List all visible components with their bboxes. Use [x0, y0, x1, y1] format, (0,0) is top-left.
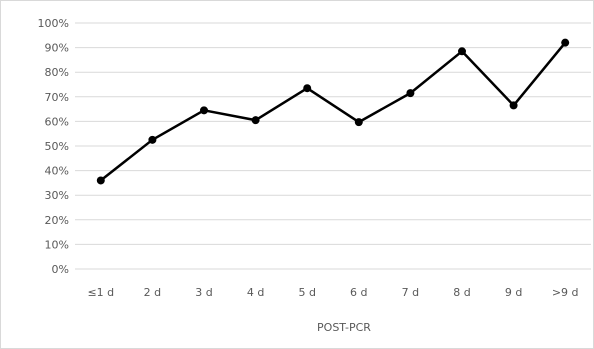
y-tick-label: 70%: [45, 91, 69, 104]
data-point: [458, 47, 466, 56]
x-axis-title: POST-PCR: [317, 321, 371, 334]
data-point: [251, 116, 260, 125]
series-layer: [96, 38, 570, 185]
data-point: [509, 101, 518, 110]
x-tick-label: 2 d: [144, 286, 161, 299]
data-point: [354, 118, 363, 127]
x-tick-label: 4 d: [247, 286, 264, 299]
data-point: [561, 38, 570, 47]
y-tick-label: 60%: [45, 115, 69, 128]
y-axis-ticks: 0% 10% 20% 30% 40% 50% 60% 70% 80% 90% 100%: [38, 17, 69, 276]
data-point: [303, 84, 312, 93]
x-tick-label: 7 d: [402, 286, 419, 299]
y-tick-label: 80%: [45, 66, 69, 79]
x-tick-label: ≤1 d: [87, 286, 114, 299]
data-point: [406, 89, 415, 98]
y-tick-label: 40%: [45, 165, 69, 178]
x-tick-label: 6 d: [350, 286, 367, 299]
y-tick-label: 90%: [45, 42, 69, 55]
x-tick-label: 3 d: [195, 286, 212, 299]
y-tick-label: 30%: [45, 189, 69, 202]
data-point: [148, 135, 157, 144]
x-tick-label: 8 d: [453, 286, 470, 299]
x-tick-label: >9 d: [552, 286, 579, 299]
x-tick-label: 9 d: [505, 286, 522, 299]
x-axis-ticks: ≤1 d 2 d 3 d 4 d 5 d 6 d 7 d 8 d 9 d >9 d: [87, 286, 578, 299]
data-point: [96, 176, 105, 185]
y-tick-label: 0%: [52, 263, 69, 276]
y-tick-label: 20%: [45, 214, 69, 227]
x-tick-label: 5 d: [298, 286, 315, 299]
y-tick-label: 50%: [45, 140, 69, 153]
gridlines: [75, 22, 591, 270]
y-tick-label: 100%: [38, 17, 69, 30]
data-point: [200, 106, 208, 115]
y-tick-label: 10%: [45, 238, 69, 251]
series-line: [99, 41, 567, 182]
